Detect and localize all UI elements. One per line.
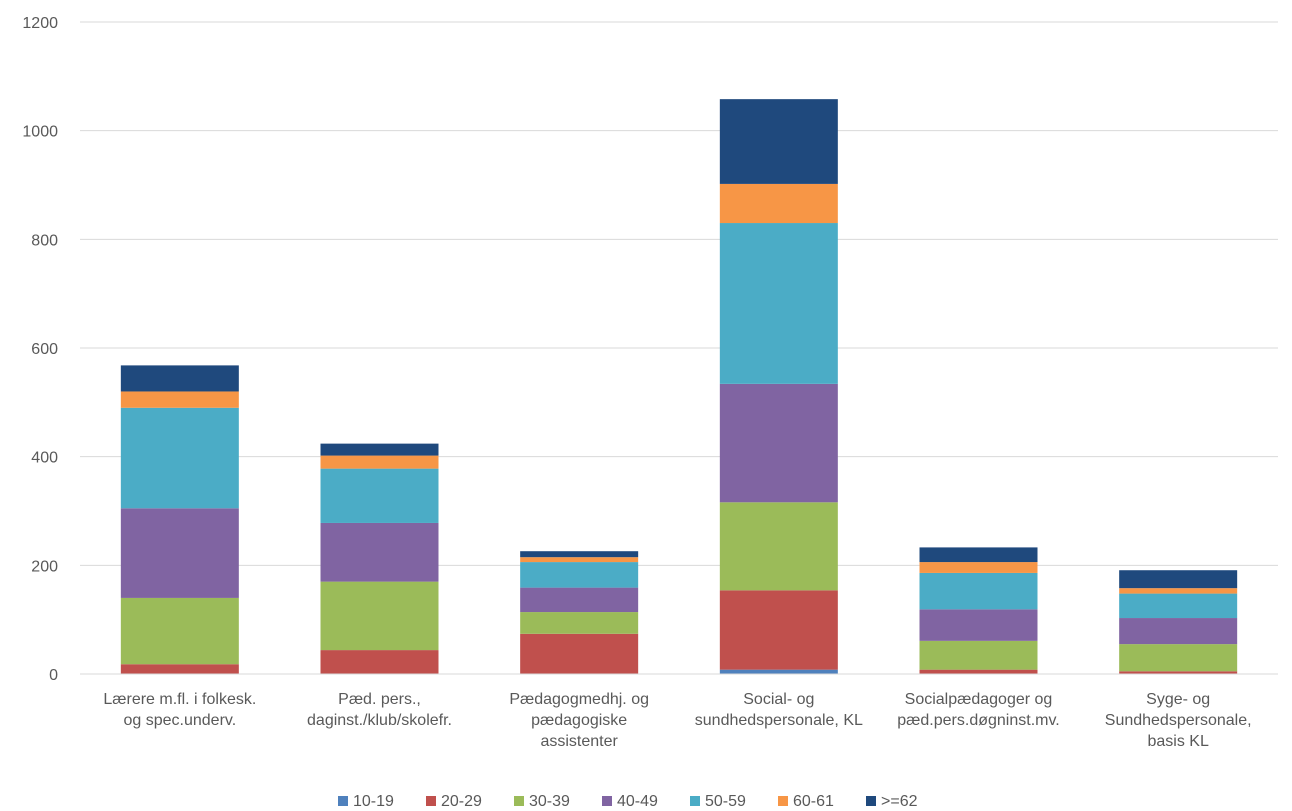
legend-label: 30-39: [529, 793, 570, 810]
x-category-label-line: Lærere m.fl. i folkesk.: [103, 691, 256, 708]
x-category-label-line: Sundhedspersonale,: [1105, 712, 1252, 729]
bar-segment-5059-cat4: [919, 572, 1038, 610]
x-category-label-line: pæd.pers.døgninst.mv.: [897, 712, 1059, 729]
bar-segment-4049-cat0: [120, 508, 239, 598]
x-category-label-line: sundhedspersonale, KL: [695, 712, 863, 729]
y-tick-label: 200: [31, 558, 58, 575]
legend-swatch: [338, 796, 348, 806]
bar-segment-5059-cat2: [520, 562, 639, 588]
legend-swatch: [778, 796, 788, 806]
legend-swatch: [426, 796, 436, 806]
legend-label: >=62: [881, 793, 918, 810]
x-category-label-line: Social- og: [743, 691, 814, 708]
bar-segment-5059-cat5: [1119, 593, 1238, 619]
y-tick-label: 0: [49, 667, 58, 684]
x-category-label-line: Syge- og: [1146, 691, 1210, 708]
gridlines: [80, 21, 1278, 566]
x-category-label-line: daginst./klub/skolefr.: [307, 712, 452, 729]
bar-segment-62-cat4: [919, 547, 1038, 563]
x-category-label: Pæd. pers., daginst./klub/skolefr.: [307, 691, 452, 729]
legend-swatch: [514, 796, 524, 806]
bar-segment-62-cat2: [520, 551, 639, 558]
bar-segment-6061-cat1: [320, 455, 439, 469]
x-category-label-line: Pæd. pers.,: [338, 691, 421, 708]
bar-segment-3039-cat4: [919, 640, 1038, 670]
bar-segment-5059-cat3: [719, 223, 838, 384]
x-category-label-line: og spec.underv.: [123, 712, 236, 729]
x-axis-category-labels: Lærere m.fl. i folkesk. og spec.underv. Pæ…: [103, 691, 1251, 750]
bar-segment-4049-cat2: [520, 587, 639, 613]
legend-label: 40-49: [617, 793, 658, 810]
bar-segment-2029-cat3: [719, 590, 838, 670]
bar-segment-3039-cat1: [320, 581, 439, 651]
bar-segment-3039-cat0: [120, 597, 239, 665]
x-category-label-line: Socialpædagoger og: [905, 691, 1053, 708]
bar-segment-3039-cat3: [719, 502, 838, 591]
y-tick-label: 800: [31, 232, 58, 249]
bar-segment-2029-cat1: [320, 650, 439, 674]
bar-segment-6061-cat4: [919, 562, 1038, 573]
x-category-label: Social- og sundhedspersonale, KL: [695, 691, 863, 729]
bar-segment-62-cat5: [1119, 570, 1238, 589]
x-category-label: Pædagogmedhj. og pædagogiske assistenter: [509, 691, 649, 750]
legend-label: 20-29: [441, 793, 482, 810]
legend-swatch: [690, 796, 700, 806]
bar-segment-4049-cat3: [719, 383, 838, 503]
bar-segment-4049-cat5: [1119, 618, 1238, 645]
x-category-label: Lærere m.fl. i folkesk. og spec.underv.: [103, 691, 256, 729]
x-category-label: Socialpædagoger og pæd.pers.døgninst.mv.: [897, 691, 1059, 729]
bar-segment-2029-cat4: [919, 669, 1038, 674]
bar-segment-1019-cat3: [719, 669, 838, 674]
bar-segment-5059-cat0: [120, 407, 239, 509]
y-axis-tick-labels: 0 200 400 600 800 1000 1200: [22, 15, 58, 684]
x-category-label-line: basis KL: [1147, 733, 1208, 750]
x-category-label-line: Pædagogmedhj. og: [509, 691, 649, 708]
bar-segment-2029-cat5: [1119, 671, 1238, 674]
bar-segment-4049-cat1: [320, 522, 439, 582]
legend-swatch: [602, 796, 612, 806]
bar-segment-62-cat0: [120, 365, 239, 392]
legend-label: 50-59: [705, 793, 746, 810]
bar-segment-6061-cat0: [120, 391, 239, 408]
legend-swatch: [866, 796, 876, 806]
y-tick-label: 600: [31, 341, 58, 358]
x-category-label-line: assistenter: [540, 733, 618, 750]
x-category-label-line: pædagogiske: [531, 712, 627, 729]
legend: 10-19 20-29 30-39 40-49 50-59 60-61 >=62: [338, 793, 918, 810]
bar-segment-6061-cat5: [1119, 588, 1238, 594]
bar-segment-5059-cat1: [320, 468, 439, 523]
bar-segment-62-cat3: [719, 99, 838, 184]
bar-segment-2029-cat2: [520, 633, 639, 674]
x-category-label: Syge- og Sundhedspersonale, basis KL: [1105, 691, 1252, 750]
y-tick-label: 400: [31, 450, 58, 467]
y-tick-label: 1000: [22, 124, 58, 141]
bar-segment-3039-cat5: [1119, 644, 1238, 672]
bar-segment-4049-cat4: [919, 609, 1038, 641]
bar-segment-2029-cat0: [120, 664, 239, 674]
bar-segment-3039-cat2: [520, 612, 639, 634]
bar-segment-6061-cat2: [520, 557, 639, 563]
bar-segment-6061-cat3: [719, 183, 838, 224]
bars: [120, 99, 1238, 674]
legend-label: 10-19: [353, 793, 394, 810]
bar-segment-62-cat1: [320, 443, 439, 456]
legend-label: 60-61: [793, 793, 834, 810]
y-tick-label: 1200: [22, 15, 58, 32]
